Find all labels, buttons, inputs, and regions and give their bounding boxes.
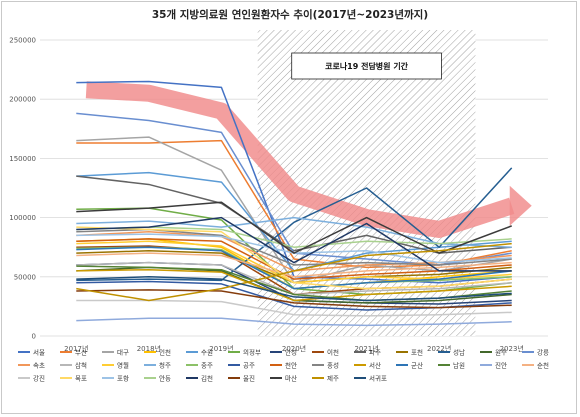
legend-label: 속초 <box>33 362 45 370</box>
legend-label: 성남 <box>453 348 465 357</box>
legend-label: 원주 <box>495 348 507 357</box>
series-line-진안 <box>76 317 512 327</box>
legend-label: 파주 <box>369 348 381 357</box>
legend-label: 안동 <box>159 374 171 383</box>
legend-label: 이천 <box>327 348 339 357</box>
x-tick-label: 2022년 <box>427 344 451 353</box>
trend-arrow-head <box>509 185 532 226</box>
y-tick-label: 250000 <box>9 37 36 45</box>
series-line-서귀포 <box>76 276 512 302</box>
legend-label: 제주 <box>327 375 339 383</box>
covid-period-label-box <box>291 52 442 80</box>
x-tick-label: 2019년 <box>209 344 233 353</box>
covid-period-label: 코로나19 전담병원 기간 <box>325 61 409 71</box>
legend-label: 대구 <box>117 349 129 357</box>
series-line-마산 <box>76 201 512 254</box>
legend-label: 영월 <box>117 361 129 370</box>
series-line-울진 <box>76 289 512 309</box>
y-tick-label: 50000 <box>14 273 36 281</box>
series-line-서산 <box>76 268 512 302</box>
series-line-제주 <box>76 242 512 302</box>
series-line-군산 <box>76 246 512 290</box>
series-line-김천 <box>76 216 512 272</box>
legend-label: 강릉 <box>537 348 549 357</box>
legend-label: 울진 <box>243 374 255 383</box>
legend-label: 포천 <box>411 348 423 357</box>
legend-label: 홍성 <box>327 361 339 370</box>
legend-label: 포항 <box>117 374 129 383</box>
series-line-순천 <box>76 252 512 278</box>
x-tick-label: 2020년 <box>282 344 306 353</box>
legend-label: 서귀포 <box>369 374 387 383</box>
legend-label: 청주 <box>159 362 171 370</box>
trend-arrow-body <box>85 81 515 238</box>
legend-label: 부산 <box>75 348 87 357</box>
legend-label: 공주 <box>243 362 255 370</box>
legend-label: 서산 <box>369 361 381 370</box>
legend-label: 충주 <box>201 361 213 370</box>
chart-title: 35개 지방의료원 연인원환자수 추이(2017년~2023년까지) <box>151 9 429 21</box>
legend-label: 남원 <box>453 361 465 370</box>
legend-label: 안성 <box>285 348 297 357</box>
legend-label: 목포 <box>75 375 87 383</box>
legend-label: 마산 <box>285 374 297 383</box>
x-tick-label: 2018년 <box>137 344 161 353</box>
legend-label: 천안 <box>285 361 297 370</box>
x-tick-label: 2021년 <box>354 344 378 353</box>
y-tick-label: 200000 <box>9 96 36 104</box>
legend-label: 군산 <box>411 361 423 370</box>
legend-label: 의정부 <box>243 348 261 357</box>
legend-label: 삼척 <box>75 361 87 370</box>
series-line-성남 <box>76 167 513 282</box>
legend-label: 김천 <box>201 374 213 383</box>
legend-label: 서울 <box>33 348 45 357</box>
x-tick-label: 2023년 <box>500 344 524 353</box>
series-line-목포 <box>76 226 512 290</box>
legend-label: 수원 <box>201 348 213 357</box>
legend-label: 인천 <box>159 348 171 357</box>
y-tick-label: 150000 <box>9 155 36 163</box>
legend-label: 진안 <box>495 361 507 370</box>
y-tick-label: 0 <box>32 333 36 341</box>
y-tick-label: 100000 <box>9 214 36 222</box>
legend-label: 순천 <box>537 361 549 370</box>
legend-label: 강진 <box>33 374 45 383</box>
x-tick-label: 2017년 <box>64 344 88 353</box>
